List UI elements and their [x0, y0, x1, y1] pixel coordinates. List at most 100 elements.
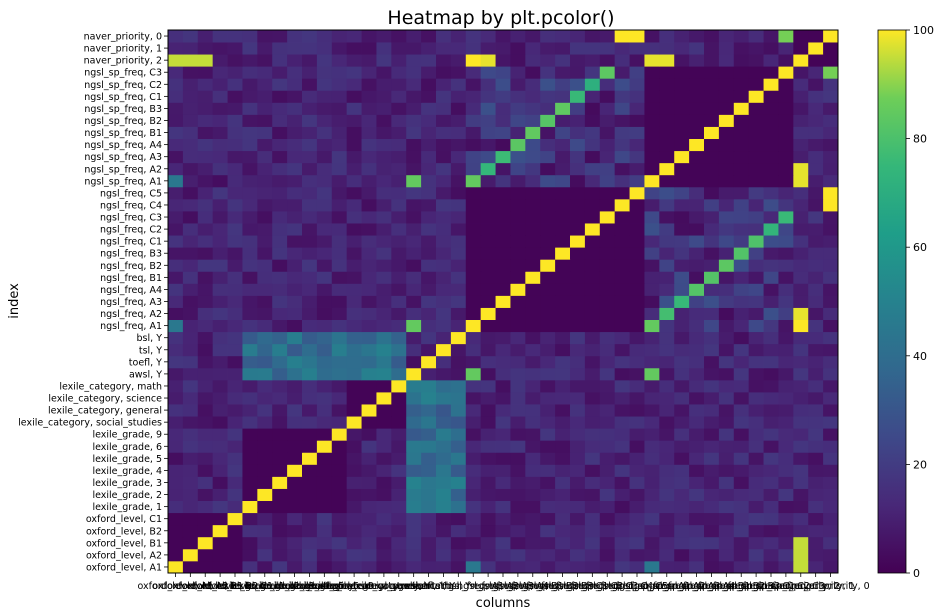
heatmap-cell: [763, 548, 779, 562]
heatmap-cell: [704, 476, 720, 489]
heatmap-cell: [808, 548, 824, 562]
heatmap-cell: [376, 138, 392, 152]
heatmap-cell: [689, 392, 705, 405]
heatmap-cell: [480, 295, 496, 308]
heatmap-cell: [212, 235, 228, 248]
heatmap-cell: [584, 223, 601, 236]
heatmap-cell: [331, 440, 348, 453]
heatmap-cell: [733, 259, 750, 272]
heatmap-cell: [629, 355, 645, 369]
heatmap-cell: [555, 548, 571, 562]
heatmap-cell: [644, 247, 660, 260]
heatmap-cell: [495, 488, 511, 501]
heatmap-cell: [689, 54, 705, 67]
heatmap-cell: [361, 404, 377, 417]
heatmap-cell: [168, 150, 184, 164]
heatmap-cell: [331, 536, 348, 550]
heatmap-cell: [644, 138, 660, 152]
heatmap-cell: [540, 488, 556, 501]
heatmap-cell: [450, 162, 467, 176]
heatmap-cell: [793, 440, 809, 453]
heatmap-cell: [584, 126, 601, 139]
heatmap-cell: [689, 367, 705, 381]
heatmap-cell: [629, 126, 645, 139]
heatmap-cell: [272, 186, 288, 200]
heatmap-cell: [450, 90, 467, 103]
heatmap-cell: [718, 512, 735, 526]
heatmap-cell: [540, 42, 556, 55]
heatmap-cell: [704, 404, 720, 417]
heatmap-cell: [450, 428, 467, 441]
heatmap-cell: [242, 150, 258, 164]
heatmap-cell: [436, 331, 452, 345]
x-tick-label: ngsl_sp_freq, C3: [747, 581, 825, 592]
heatmap-cell: [421, 331, 437, 345]
heatmap-cell: [212, 30, 228, 43]
heatmap-cell: [227, 198, 243, 212]
x-tick-label: tsl, Y: [432, 581, 455, 592]
heatmap-cell: [629, 114, 645, 127]
heatmap-cell: [227, 102, 243, 115]
heatmap-cell: [495, 295, 511, 308]
heatmap-cell: [793, 138, 809, 152]
heatmap-cell: [242, 307, 258, 320]
heatmap-cell: [197, 536, 214, 550]
y-tick-label: lexile_grade, 3: [92, 478, 162, 489]
heatmap-cell: [510, 66, 526, 79]
heatmap-cell: [272, 307, 288, 320]
heatmap-cell: [480, 211, 496, 224]
heatmap-cell: [421, 476, 437, 489]
heatmap-cell: [212, 307, 228, 320]
heatmap-cell: [704, 114, 720, 127]
heatmap-cell: [704, 174, 720, 188]
heatmap-cell: [436, 524, 452, 538]
heatmap-cell: [525, 78, 541, 91]
heatmap-cell: [704, 186, 720, 200]
heatmap-cell: [331, 512, 348, 526]
heatmap-cell: [346, 295, 362, 308]
heatmap-cell: [376, 54, 392, 67]
heatmap-cell: [644, 560, 660, 574]
heatmap-cell: [495, 174, 511, 188]
x-tick-label: ngsl_freq, C5: [606, 581, 668, 592]
y-tick-label: ngsl_freq, C2: [100, 225, 162, 236]
heatmap-cell: [718, 114, 735, 127]
heatmap-cell: [540, 500, 556, 514]
heatmap-cell: [302, 307, 318, 320]
heatmap-cell: [778, 343, 794, 357]
heatmap-cell: [465, 198, 482, 212]
y-tick-label: ngsl_sp_freq, C1: [84, 92, 162, 103]
heatmap-cell: [674, 271, 690, 284]
heatmap-cell: [689, 404, 705, 417]
heatmap-cell: [436, 536, 452, 550]
heatmap-cell: [718, 186, 735, 200]
heatmap-cell: [748, 78, 764, 91]
heatmap-cell: [376, 307, 392, 320]
heatmap-cell: [540, 560, 556, 574]
heatmap-cell: [197, 488, 214, 501]
heatmap-cell: [406, 138, 422, 152]
heatmap-cell: [659, 367, 675, 381]
heatmap-cell: [182, 524, 199, 538]
heatmap-cell: [718, 283, 735, 296]
heatmap-cell: [182, 114, 199, 127]
heatmap-cell: [197, 54, 214, 67]
heatmap-cell: [718, 319, 735, 333]
heatmap-cell: [406, 283, 422, 296]
heatmap-cell: [287, 126, 303, 139]
y-tick-label: ngsl_freq, A3: [100, 297, 162, 308]
heatmap-cell: [197, 223, 214, 236]
x-tick-label: ngsl_freq, B2: [517, 581, 579, 592]
heatmap-cell: [316, 271, 333, 284]
heatmap-cell: [823, 78, 839, 91]
heatmap-cell: [510, 560, 526, 574]
heatmap-cell: [421, 114, 437, 127]
heatmap-cell: [391, 114, 407, 127]
heatmap-cell: [674, 440, 690, 453]
heatmap-cell: [659, 512, 675, 526]
heatmap-cell: [555, 54, 571, 67]
heatmap-cell: [644, 90, 660, 103]
heatmap-cell: [197, 452, 214, 465]
heatmap-cell: [480, 367, 496, 381]
heatmap-cell: [808, 416, 824, 429]
